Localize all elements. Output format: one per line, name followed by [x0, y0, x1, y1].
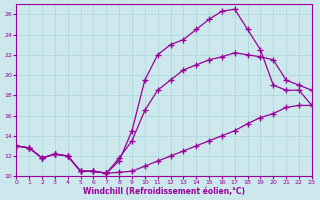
X-axis label: Windchill (Refroidissement éolien,°C): Windchill (Refroidissement éolien,°C) — [83, 187, 245, 196]
